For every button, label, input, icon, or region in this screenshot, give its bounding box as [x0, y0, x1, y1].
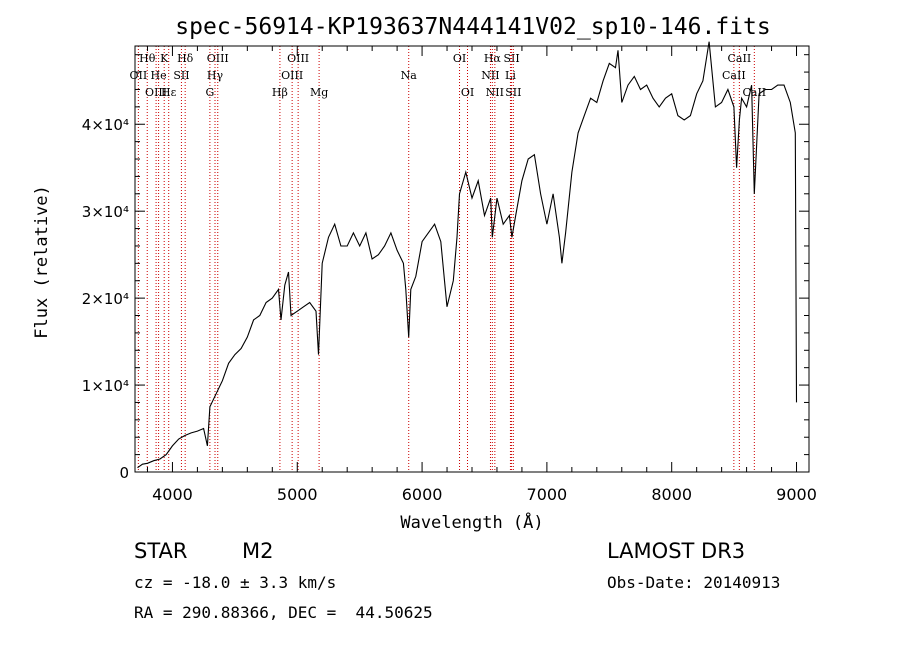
sky-coordinates: RA = 290.88366, DEC = 44.50625	[134, 603, 433, 622]
marker-label: OII	[130, 69, 148, 82]
y-tick-label: 3×10⁴	[82, 203, 129, 221]
y-tick-label: 1×10⁴	[82, 377, 129, 395]
marker-label: SII	[505, 86, 521, 99]
marker-label: Hγ	[207, 69, 224, 82]
marker-label: CaII	[722, 69, 746, 82]
marker-label: Hα	[484, 52, 502, 65]
marker-label: Na	[401, 69, 418, 82]
x-axis: 4000 5000 6000 7000 8000 9000	[146, 46, 817, 504]
marker-label: SII	[173, 69, 189, 82]
marker-label: CaII	[742, 86, 766, 99]
object-class: STAR	[134, 539, 188, 563]
y-axis-label: Flux (relative)	[32, 185, 52, 339]
x-tick-label: 5000	[277, 485, 318, 504]
marker-label: G	[205, 86, 214, 99]
marker-label: He	[151, 69, 167, 82]
flux-series-line	[137, 41, 798, 469]
marker-label: Hδ	[177, 52, 194, 65]
marker-label: Hε	[161, 86, 177, 99]
marker-label: Li	[505, 69, 516, 82]
marker-label: K	[160, 52, 169, 65]
y-tick-label: 0	[119, 464, 129, 482]
marker-label: NII	[486, 86, 504, 99]
marker-label: OI	[461, 86, 474, 99]
x-tick-label: 7000	[527, 485, 568, 504]
marker-label: Hθ	[139, 52, 156, 65]
marker-label: SII	[503, 52, 519, 65]
marker-label: Hβ	[272, 86, 288, 99]
x-tick-label: 8000	[651, 485, 692, 504]
plot-frame	[134, 45, 810, 473]
marker-label: OIII	[281, 69, 303, 82]
marker-label: OIII	[207, 52, 229, 65]
x-tick-label: 4000	[152, 485, 193, 504]
y-tick-label: 2×10⁴	[82, 290, 129, 308]
marker-label: NII	[481, 69, 499, 82]
x-tick-label: 9000	[776, 485, 817, 504]
x-axis-label: Wavelength (Å)	[400, 511, 543, 533]
marker-label: OIII	[145, 86, 167, 99]
object-subclass: M2	[242, 539, 274, 563]
marker-label: OI	[453, 52, 466, 65]
y-tick-label: 4×10⁴	[82, 116, 129, 134]
y-axis: 0 1×10⁴ 2×10⁴ 3×10⁴ 4×10⁴	[82, 54, 809, 482]
marker-label: CaII	[728, 52, 752, 65]
survey-name: LAMOST DR3	[607, 539, 746, 563]
x-tick-label: 6000	[402, 485, 443, 504]
marker-label: OIII	[287, 52, 309, 65]
redshift-velocity: cz = -18.0 ± 3.3 km/s	[134, 573, 337, 592]
observation-date: Obs-Date: 20140913	[607, 573, 781, 592]
marker-label: Mg	[310, 86, 328, 99]
chart-title: spec-56914-KP193637N444141V02_sp10-146.f…	[175, 14, 770, 40]
